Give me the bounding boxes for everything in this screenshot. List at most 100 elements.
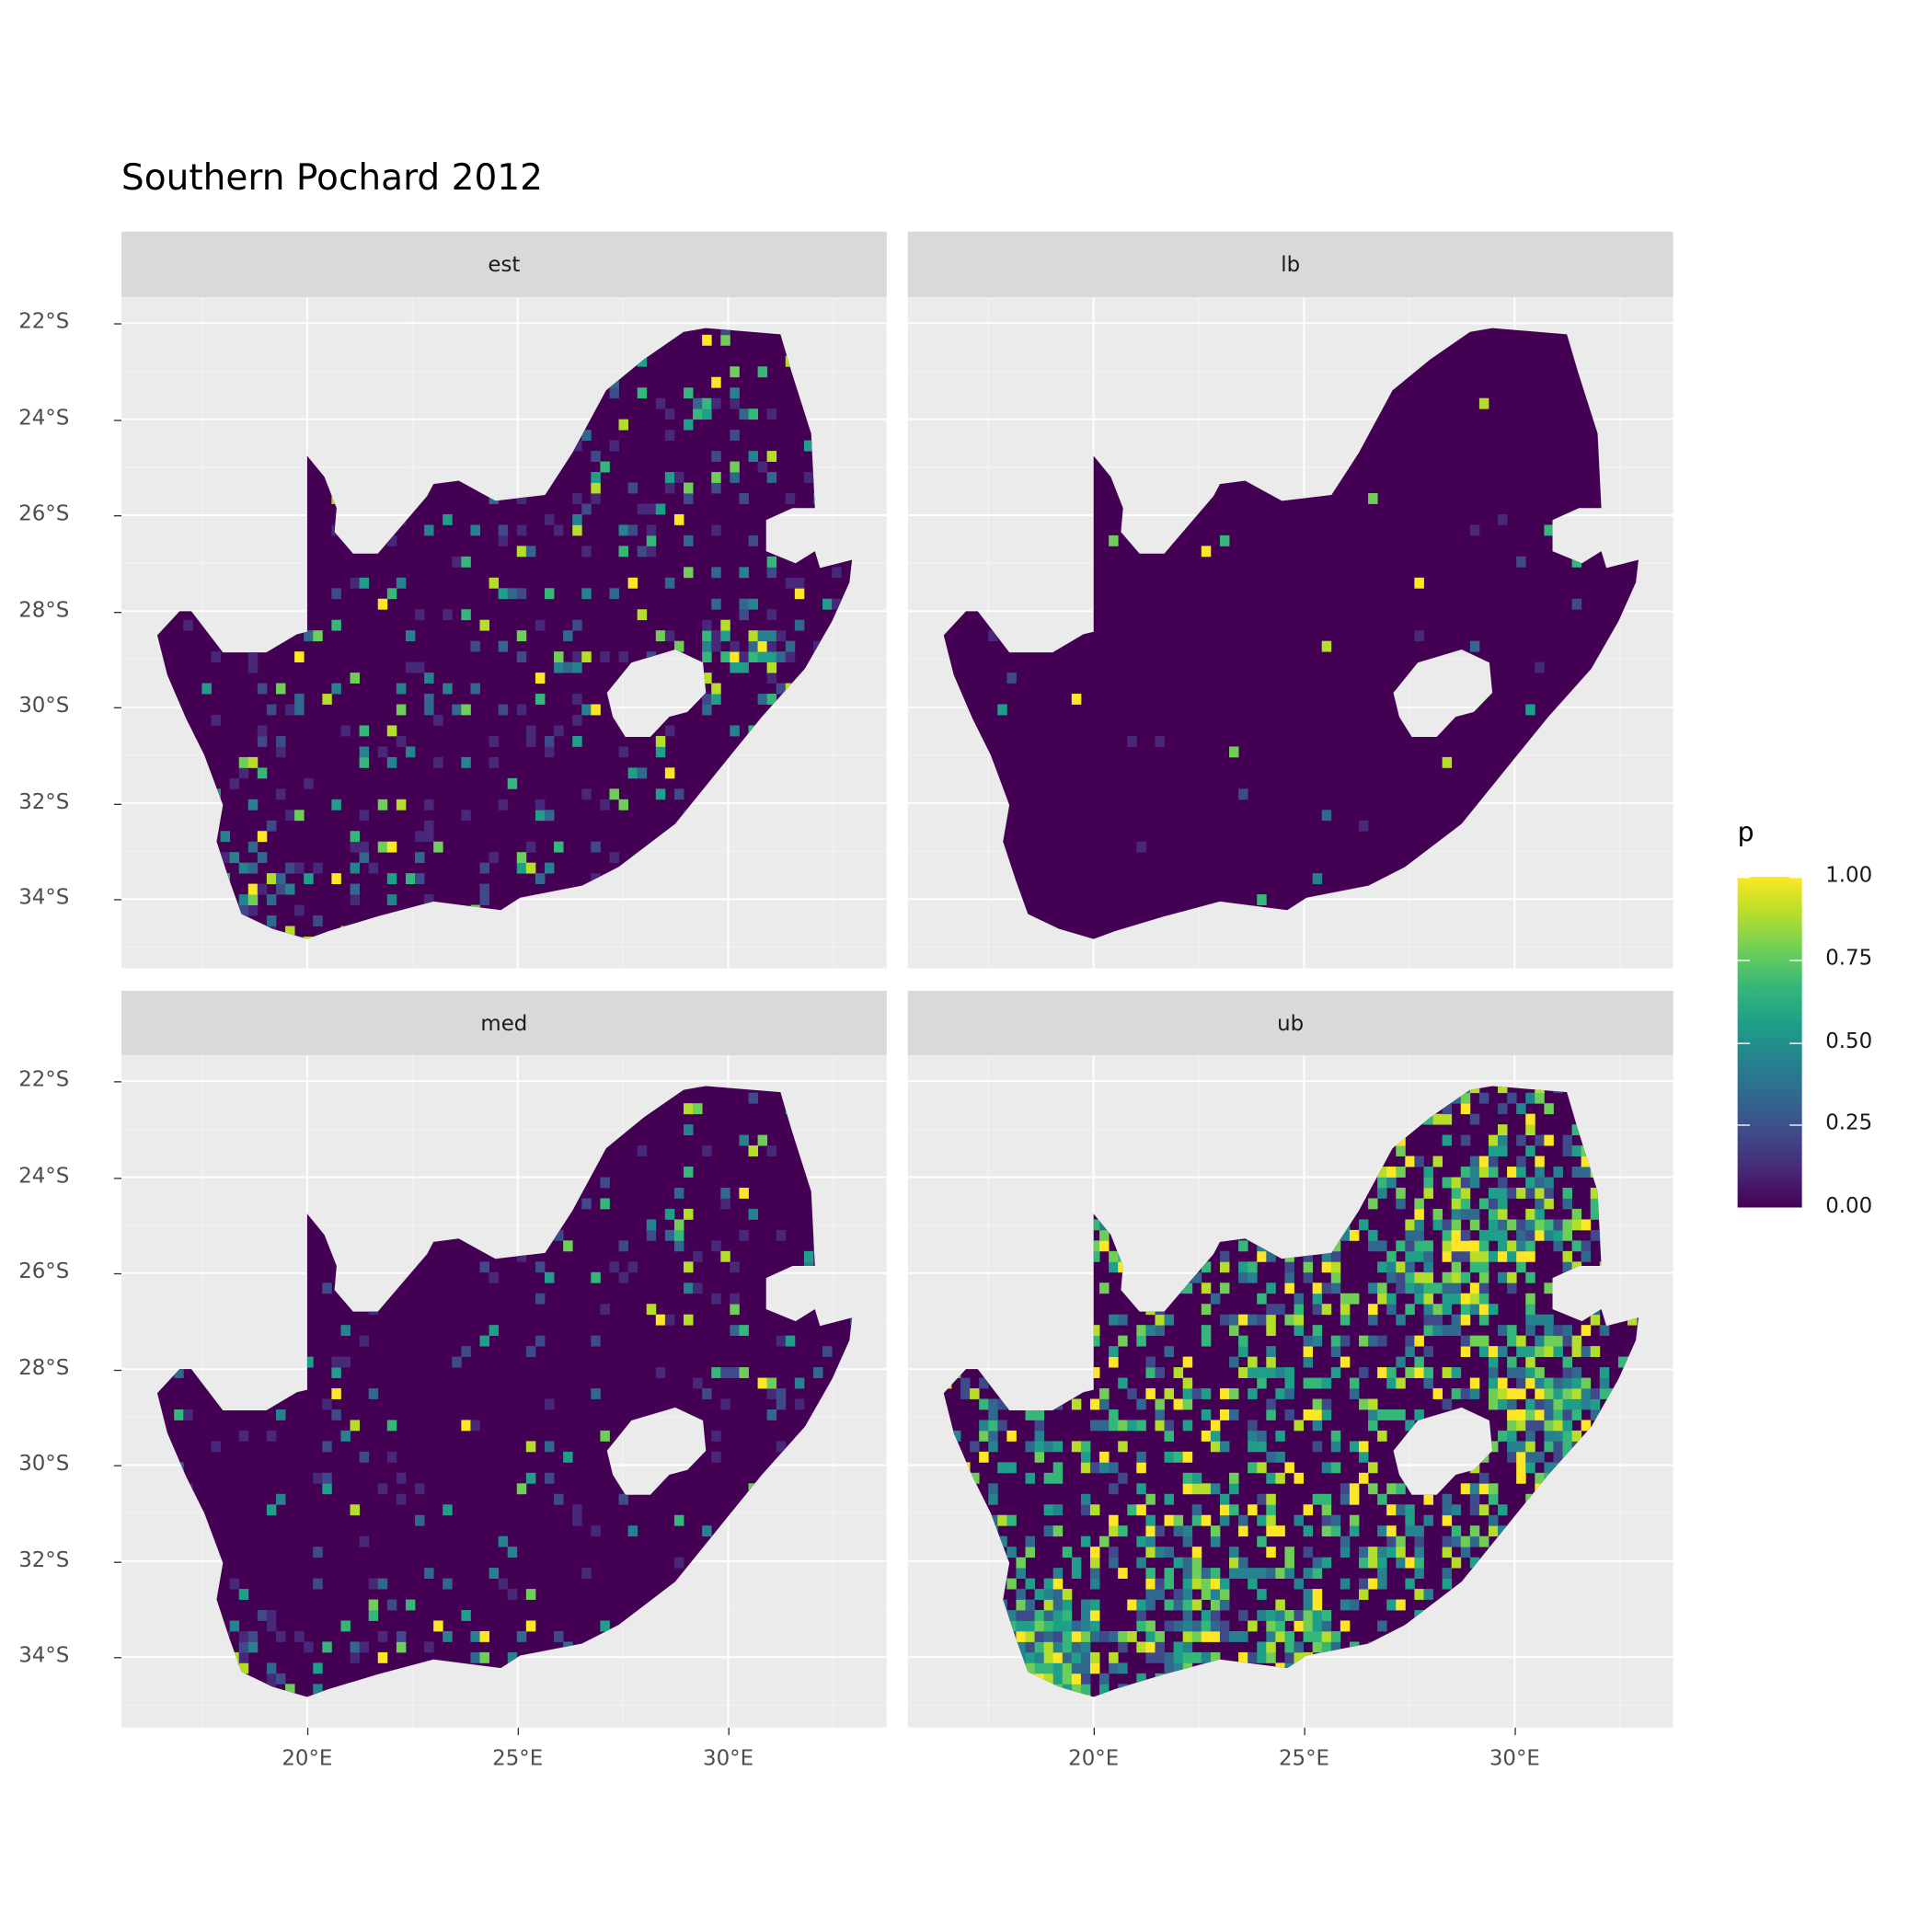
cell (1562, 1134, 1572, 1146)
cell (711, 1430, 721, 1442)
cell (1303, 1525, 1314, 1537)
cell (1442, 1229, 1453, 1241)
cell (1488, 1229, 1499, 1241)
cell (1405, 1240, 1415, 1252)
cell (711, 376, 721, 388)
cell (304, 873, 314, 885)
cell (1498, 1134, 1508, 1146)
cell (1442, 1282, 1453, 1294)
cell (1275, 1367, 1285, 1378)
cell (1284, 1367, 1294, 1378)
cell (1525, 1377, 1535, 1389)
cell (1266, 1620, 1276, 1632)
cell (1034, 1589, 1045, 1600)
cell (776, 1398, 787, 1410)
cell (1321, 640, 1332, 652)
cell (1516, 1250, 1526, 1262)
cell (1469, 1483, 1480, 1495)
cell (655, 1314, 666, 1326)
cell (1617, 1356, 1628, 1368)
cell (1219, 1514, 1230, 1526)
cell (757, 630, 768, 642)
cell (554, 841, 564, 853)
cell (1414, 577, 1424, 589)
cell (702, 640, 712, 652)
cell (1219, 1441, 1230, 1453)
cell (1571, 1335, 1582, 1347)
cell (1368, 1409, 1378, 1420)
cell (1442, 1514, 1453, 1526)
cell (1562, 1388, 1572, 1399)
cell (664, 1314, 675, 1326)
cell (1089, 1568, 1100, 1580)
cell (1238, 1346, 1248, 1358)
cell (1118, 1472, 1128, 1484)
cell (340, 1356, 351, 1368)
cell (238, 894, 249, 905)
cell (1386, 1535, 1397, 1547)
cell (443, 609, 453, 621)
cell (285, 704, 295, 716)
legend-tick-mark (1789, 1124, 1802, 1126)
cell (304, 1641, 314, 1653)
cell (1145, 1630, 1156, 1642)
cell (627, 524, 638, 536)
cell (1294, 1293, 1304, 1305)
cell (702, 651, 712, 663)
cell (794, 577, 805, 589)
cell (1145, 1367, 1156, 1378)
cell (1358, 1557, 1369, 1569)
cell (1219, 1261, 1230, 1273)
cell (1469, 1557, 1480, 1569)
cell (1312, 1420, 1323, 1432)
cell (1516, 1261, 1526, 1273)
cell (1210, 1620, 1221, 1632)
cell (1201, 546, 1212, 558)
cell (1590, 1388, 1601, 1399)
cell (266, 704, 277, 716)
cell (322, 1472, 332, 1484)
cell (739, 598, 749, 610)
cell (1164, 1314, 1175, 1326)
cell (1034, 1451, 1045, 1463)
cell (1330, 1441, 1341, 1453)
cell (359, 841, 370, 853)
cell (1136, 1610, 1146, 1621)
cell (1330, 1462, 1341, 1474)
cell (1516, 556, 1526, 568)
cell (1266, 1568, 1276, 1580)
cell (1312, 1599, 1323, 1611)
cell (1414, 1568, 1424, 1580)
cell (405, 1599, 416, 1611)
cell (1089, 1662, 1100, 1674)
cell (711, 1240, 721, 1252)
cell (1340, 1356, 1351, 1368)
cell (386, 588, 397, 600)
cell (1507, 1388, 1517, 1399)
cell (748, 408, 758, 420)
cell (1562, 1420, 1572, 1432)
cell (415, 831, 425, 843)
cell (627, 1261, 638, 1273)
cell (1451, 1282, 1462, 1294)
cell (1516, 1409, 1526, 1420)
cell (1507, 1325, 1517, 1337)
cell (1016, 1641, 1026, 1653)
cell (1321, 1504, 1332, 1516)
cell (489, 1325, 500, 1337)
cell (1089, 1610, 1100, 1621)
cell (637, 503, 648, 515)
cell (294, 651, 305, 663)
cell (1451, 1388, 1462, 1399)
cell (1488, 1525, 1499, 1537)
legend-tick-mark (1789, 877, 1802, 879)
cell (415, 609, 425, 621)
cell (285, 883, 295, 895)
cell (1544, 1441, 1554, 1453)
cell (1571, 1398, 1582, 1410)
cell (627, 482, 638, 494)
cell (1349, 1293, 1360, 1305)
cell (1173, 1589, 1184, 1600)
cell (1303, 1356, 1314, 1368)
cell (183, 619, 193, 631)
